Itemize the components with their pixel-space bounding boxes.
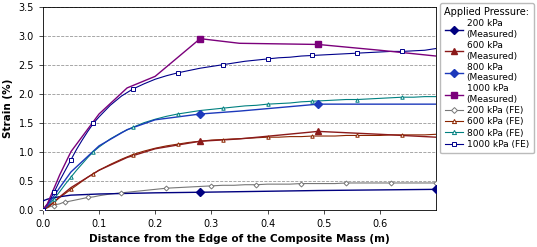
Legend: 200 kPa
(Measured), 600 kPa
(Measured), 800 kPa
(Measured), 1000 kPa
(Measured),: 200 kPa (Measured), 600 kPa (Measured), … — [440, 3, 534, 153]
Y-axis label: Strain (%): Strain (%) — [3, 79, 13, 138]
X-axis label: Distance from the Edge of the Composite Mass (m): Distance from the Edge of the Composite … — [89, 234, 390, 244]
